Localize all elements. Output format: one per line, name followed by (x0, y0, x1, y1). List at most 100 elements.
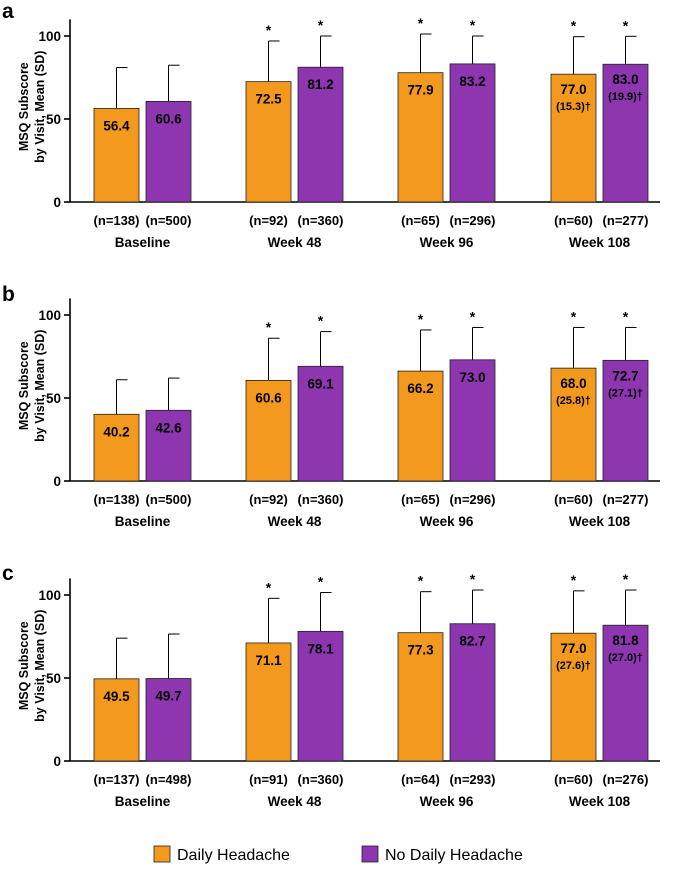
sd-label: (27.0)† (608, 652, 643, 664)
significance-star: * (418, 15, 424, 31)
y-tick-label: 50 (46, 112, 61, 127)
significance-star: * (571, 18, 577, 34)
data-label: 68.0 (560, 376, 586, 391)
x-tick-label: Week 96 (420, 235, 474, 250)
significance-star: * (266, 579, 272, 595)
x-tick-label: Week 48 (268, 235, 322, 250)
bar (449, 359, 496, 482)
bar (93, 678, 140, 762)
legend-label: No Daily Headache (385, 847, 523, 864)
data-label: 77.0 (560, 641, 586, 656)
sd-label: (27.6)† (556, 660, 591, 672)
legend-swatch (153, 845, 171, 863)
y-axis-label: by Visit, Mean (SD) (33, 330, 47, 442)
x-tick-label: Baseline (115, 235, 171, 250)
data-label: 69.1 (307, 376, 334, 391)
significance-star: * (470, 308, 476, 324)
n-label: (n=91) (249, 772, 288, 787)
bar (245, 380, 292, 482)
data-label: 60.6 (155, 111, 182, 126)
data-label: 49.7 (155, 688, 181, 703)
y-axis-label: by Visit, Mean (SD) (33, 51, 47, 163)
x-tick-label: Week 96 (420, 514, 474, 529)
y-tick-label: 50 (46, 391, 61, 406)
n-label: (n=360) (298, 492, 344, 507)
y-tick-label: 0 (53, 474, 61, 489)
x-tick-label: Baseline (115, 794, 171, 809)
data-label: 81.8 (612, 633, 639, 648)
x-tick-label: Week 108 (569, 514, 631, 529)
n-label: (n=277) (603, 492, 649, 507)
panel-label: b (2, 283, 15, 306)
y-tick-label: 50 (46, 671, 61, 686)
significance-star: * (318, 313, 324, 329)
y-axis-label: MSQ Subscore (17, 62, 31, 151)
bar (397, 632, 444, 762)
legend-swatch (361, 845, 379, 863)
significance-star: * (266, 319, 272, 335)
data-label: 83.2 (459, 74, 485, 89)
y-axis-label: MSQ Subscore (17, 341, 31, 430)
n-label: (n=296) (450, 213, 496, 228)
data-label: 56.4 (103, 118, 130, 133)
significance-star: * (318, 17, 324, 33)
significance-star: * (623, 17, 629, 33)
significance-star: * (623, 571, 629, 587)
n-label: (n=137) (94, 772, 140, 787)
n-label: (n=60) (554, 492, 593, 507)
bar (93, 107, 140, 203)
n-label: (n=500) (146, 492, 192, 507)
data-label: 78.1 (307, 641, 334, 656)
bar (145, 409, 192, 482)
bar (245, 81, 292, 203)
bar (602, 63, 649, 203)
n-label: (n=92) (249, 213, 288, 228)
y-tick-label: 0 (53, 754, 61, 769)
sd-label: (25.8)† (556, 395, 591, 407)
data-label: 82.7 (459, 634, 485, 649)
n-label: (n=277) (603, 213, 649, 228)
y-axis-label: MSQ Subscore (17, 621, 31, 710)
y-tick-label: 100 (38, 29, 61, 44)
sd-label: (27.1)† (608, 387, 643, 399)
n-label: (n=498) (146, 772, 192, 787)
bar (550, 367, 597, 482)
data-label: 72.7 (612, 368, 638, 383)
bar (245, 642, 292, 762)
significance-star: * (470, 17, 476, 33)
y-tick-label: 100 (38, 308, 61, 323)
bar (145, 101, 192, 203)
n-label: (n=138) (94, 213, 140, 228)
data-label: 71.1 (255, 653, 282, 668)
significance-star: * (571, 572, 577, 588)
panel-label: a (2, 0, 14, 23)
data-label: 77.0 (560, 82, 586, 97)
n-label: (n=65) (401, 213, 440, 228)
sd-label: (15.3)† (556, 101, 591, 113)
bar (449, 63, 496, 203)
y-tick-label: 100 (38, 588, 61, 603)
x-tick-label: Week 108 (569, 794, 631, 809)
n-label: (n=296) (450, 492, 496, 507)
data-label: 72.5 (255, 92, 282, 107)
bar (93, 413, 140, 482)
bar (550, 632, 597, 762)
significance-star: * (318, 574, 324, 590)
bar (145, 678, 192, 762)
x-tick-label: Week 108 (569, 235, 631, 250)
x-tick-label: Week 96 (420, 794, 474, 809)
data-label: 40.2 (103, 424, 129, 439)
n-label: (n=60) (554, 213, 593, 228)
data-label: 42.6 (155, 420, 182, 435)
data-label: 73.0 (459, 370, 485, 385)
panel-label: c (2, 562, 14, 585)
data-label: 81.2 (307, 77, 333, 92)
n-label: (n=360) (298, 772, 344, 787)
data-label: 77.3 (407, 643, 434, 658)
bar (297, 630, 344, 762)
n-label: (n=138) (94, 492, 140, 507)
n-label: (n=500) (146, 213, 192, 228)
bar (297, 66, 344, 203)
